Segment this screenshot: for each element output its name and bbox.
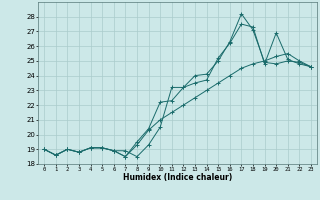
X-axis label: Humidex (Indice chaleur): Humidex (Indice chaleur): [123, 173, 232, 182]
